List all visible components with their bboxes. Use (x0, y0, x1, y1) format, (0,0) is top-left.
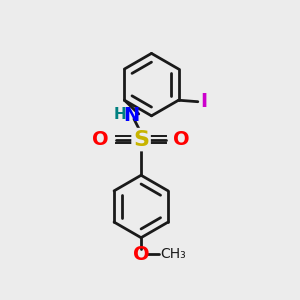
Text: O: O (173, 130, 190, 149)
Text: O: O (133, 244, 149, 263)
Text: O: O (92, 130, 109, 149)
Text: H: H (113, 107, 126, 122)
Text: CH₃: CH₃ (160, 247, 186, 261)
Text: S: S (133, 130, 149, 150)
Text: I: I (200, 92, 207, 111)
Text: N: N (124, 106, 140, 125)
